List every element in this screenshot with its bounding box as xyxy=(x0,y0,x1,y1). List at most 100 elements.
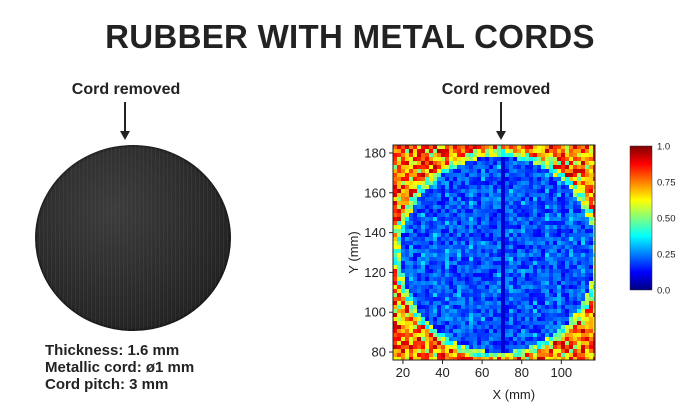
heatmap-cell xyxy=(537,205,542,210)
heatmap-cell xyxy=(433,217,438,222)
heatmap-cell xyxy=(401,257,406,262)
heatmap-cell xyxy=(589,329,594,334)
heatmap-cell xyxy=(525,313,530,318)
heatmap-cell xyxy=(437,177,442,182)
heatmap-cell xyxy=(493,241,498,246)
heatmap-cell xyxy=(421,329,426,334)
heatmap-cell xyxy=(457,181,462,186)
heatmap-cell xyxy=(525,233,530,238)
heatmap-cell xyxy=(477,149,482,154)
heatmap-cell xyxy=(485,293,490,298)
heatmap-cell xyxy=(513,245,518,250)
heatmap-cell xyxy=(561,161,566,166)
heatmap-cell xyxy=(557,293,562,298)
heatmap-cell xyxy=(449,269,454,274)
heatmap-cell xyxy=(517,189,522,194)
heatmap-cell xyxy=(405,321,410,326)
heatmap-cell xyxy=(405,301,410,306)
heatmap-cell xyxy=(509,265,514,270)
heatmap-cell xyxy=(573,149,578,154)
heatmap-cell xyxy=(493,153,498,158)
heatmap-cell xyxy=(573,261,578,266)
heatmap-cell xyxy=(465,145,470,150)
heatmap-cell xyxy=(541,345,546,350)
heatmap-cell xyxy=(441,285,446,290)
heatmap-cell xyxy=(417,297,422,302)
heatmap-cell xyxy=(481,281,486,286)
heatmap-cell xyxy=(473,225,478,230)
heatmap-cell xyxy=(509,269,514,274)
heatmap-cell xyxy=(429,257,434,262)
heatmap-cell xyxy=(557,249,562,254)
heatmap-cell xyxy=(489,153,494,158)
heatmap-cell xyxy=(457,261,462,266)
heatmap-cell xyxy=(589,165,594,170)
colorbar-tick-label: 0.75 xyxy=(657,178,676,189)
heatmap-cell xyxy=(557,149,562,154)
heatmap-cell xyxy=(413,225,418,230)
heatmap-cell xyxy=(585,357,590,360)
heatmap-cell xyxy=(409,333,414,338)
heatmap-cell xyxy=(489,285,494,290)
heatmap-cell xyxy=(393,273,398,278)
heatmap-cell xyxy=(509,297,514,302)
heatmap-cell xyxy=(505,341,510,346)
heatmap-cell xyxy=(469,157,474,162)
heatmap-cell xyxy=(537,261,542,266)
heatmap-cell xyxy=(473,157,478,162)
heatmap-cell xyxy=(589,269,594,274)
heatmap-cell xyxy=(561,285,566,290)
heatmap-cell xyxy=(449,277,454,282)
heatmap-cell xyxy=(393,301,398,306)
heatmap-cell xyxy=(417,209,422,214)
heatmap-cell xyxy=(505,293,510,298)
specs-block: Thickness: 1.6 mm Metallic cord: ø1 mm C… xyxy=(45,342,194,393)
heatmap-cell xyxy=(465,157,470,162)
heatmap-cell xyxy=(413,257,418,262)
heatmap-cell xyxy=(481,149,486,154)
heatmap-cell xyxy=(501,161,506,166)
heatmap-cell xyxy=(565,265,570,270)
heatmap-cell xyxy=(497,285,502,290)
heatmap-cell xyxy=(529,169,534,174)
heatmap-cell xyxy=(541,193,546,198)
heatmap-cell xyxy=(497,221,502,226)
heatmap-cell xyxy=(589,197,594,202)
heatmap-cell xyxy=(553,233,558,238)
heatmap-cell xyxy=(485,221,490,226)
heatmap-cell xyxy=(481,157,486,162)
heatmap-cell xyxy=(485,233,490,238)
heatmap-cell xyxy=(545,329,550,334)
heatmap-cell xyxy=(505,329,510,334)
heatmap-cell xyxy=(525,221,530,226)
heatmap-cell xyxy=(441,201,446,206)
heatmap-cell xyxy=(457,273,462,278)
heatmap-cell xyxy=(481,289,486,294)
heatmap-cell xyxy=(393,309,398,314)
heatmap-cell xyxy=(545,285,550,290)
heatmap-cell xyxy=(397,325,402,330)
heatmap-cell xyxy=(481,341,486,346)
heatmap-cell xyxy=(421,317,426,322)
heatmap-cell xyxy=(445,281,450,286)
heatmap-cell xyxy=(397,345,402,350)
heatmap-cell xyxy=(525,145,530,150)
heatmap-cell xyxy=(509,205,514,210)
heatmap-cell xyxy=(421,273,426,278)
heatmap-cell xyxy=(569,289,574,294)
heatmap-cell xyxy=(441,341,446,346)
heatmap-cell xyxy=(569,325,574,330)
heatmap-cell xyxy=(429,345,434,350)
heatmap-cell xyxy=(449,241,454,246)
heatmap-cell xyxy=(421,161,426,166)
heatmap-cell xyxy=(553,301,558,306)
heatmap-cell xyxy=(569,257,574,262)
heatmap-cell xyxy=(397,149,402,154)
heatmap-cell xyxy=(413,309,418,314)
heatmap-cell xyxy=(469,253,474,258)
heatmap-cell xyxy=(461,277,466,282)
heatmap-cell xyxy=(461,213,466,218)
heatmap-cell xyxy=(489,349,494,354)
heatmap-cell xyxy=(445,289,450,294)
heatmap-cell xyxy=(493,209,498,214)
